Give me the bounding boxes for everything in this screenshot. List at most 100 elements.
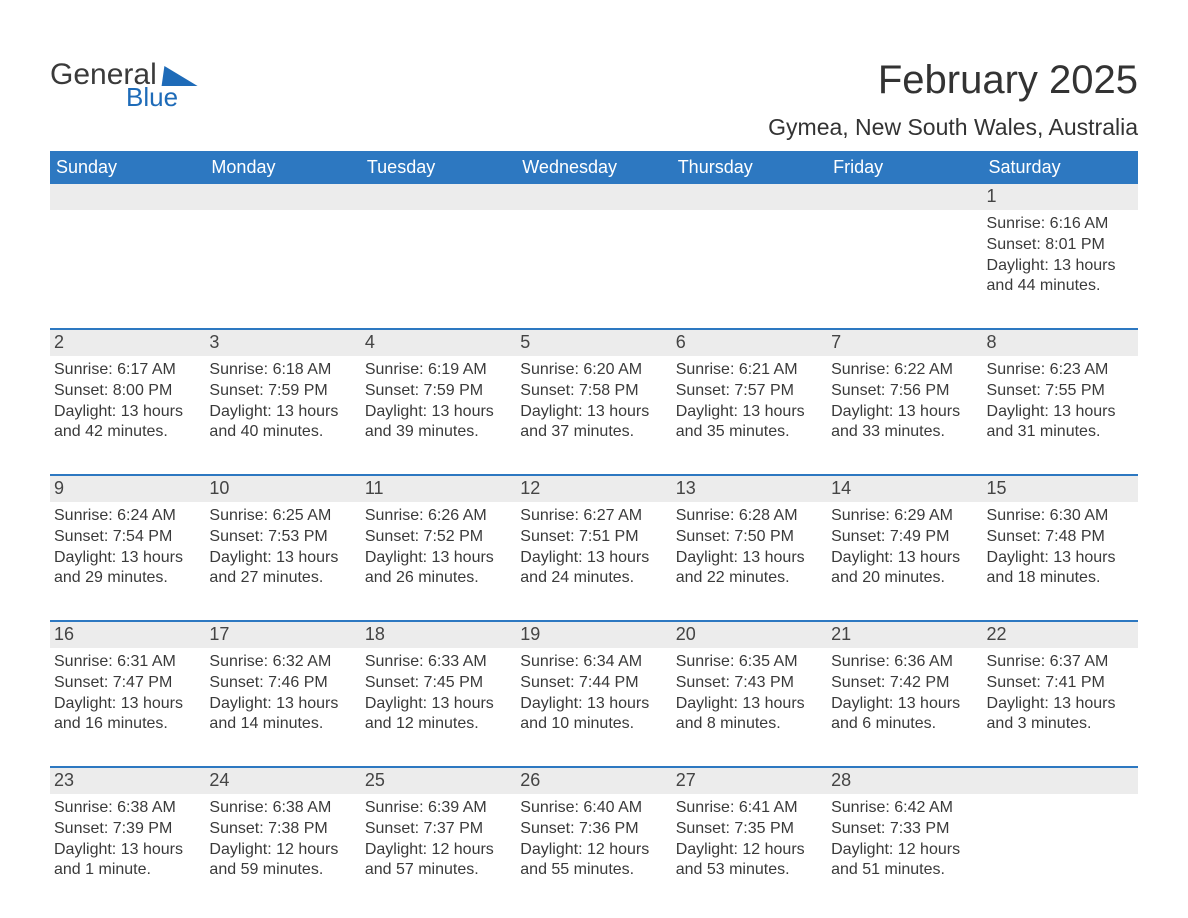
day-body: Sunrise: 6:25 AMSunset: 7:53 PMDaylight:… [205, 502, 360, 620]
day-dl1: Daylight: 13 hours [520, 548, 667, 569]
day-dl2: and 53 minutes. [676, 860, 823, 881]
day-dl2: and 22 minutes. [676, 568, 823, 589]
day-sunrise: Sunrise: 6:36 AM [831, 652, 978, 673]
day-body [205, 210, 360, 328]
day-dl1: Daylight: 13 hours [54, 402, 201, 423]
day-dl1: Daylight: 13 hours [987, 402, 1134, 423]
day-dl2: and 44 minutes. [987, 276, 1134, 297]
day-body: Sunrise: 6:30 AMSunset: 7:48 PMDaylight:… [983, 502, 1138, 620]
day-number: 18 [361, 622, 516, 648]
day-dl1: Daylight: 13 hours [209, 694, 356, 715]
day-sunset: Sunset: 7:59 PM [365, 381, 512, 402]
page: General Blue February 2025 Gymea, New So… [0, 0, 1188, 912]
day-dl2: and 12 minutes. [365, 714, 512, 735]
day-dl1: Daylight: 13 hours [987, 548, 1134, 569]
day-sunset: Sunset: 7:48 PM [987, 527, 1134, 548]
day-dl2: and 55 minutes. [520, 860, 667, 881]
day-dl1: Daylight: 13 hours [831, 548, 978, 569]
day-dl2: and 37 minutes. [520, 422, 667, 443]
day-number: 25 [361, 768, 516, 794]
day-dl1: Daylight: 13 hours [987, 256, 1134, 277]
day-number: 6 [672, 330, 827, 356]
weekday-header: Sunday [50, 151, 205, 184]
day-sunset: Sunset: 7:37 PM [365, 819, 512, 840]
day-number [50, 184, 205, 210]
day-number: 12 [516, 476, 671, 502]
header: General Blue February 2025 Gymea, New So… [50, 48, 1138, 151]
day-body: Sunrise: 6:36 AMSunset: 7:42 PMDaylight:… [827, 648, 982, 766]
day-body: Sunrise: 6:34 AMSunset: 7:44 PMDaylight:… [516, 648, 671, 766]
day-dl2: and 1 minute. [54, 860, 201, 881]
day-sunrise: Sunrise: 6:38 AM [209, 798, 356, 819]
day-dl2: and 26 minutes. [365, 568, 512, 589]
day-number [205, 184, 360, 210]
day-dl2: and 57 minutes. [365, 860, 512, 881]
day-dl1: Daylight: 13 hours [520, 694, 667, 715]
day-dl1: Daylight: 13 hours [831, 694, 978, 715]
day-dl2: and 40 minutes. [209, 422, 356, 443]
day-number [827, 184, 982, 210]
day-body: Sunrise: 6:42 AMSunset: 7:33 PMDaylight:… [827, 794, 982, 912]
day-dl1: Daylight: 13 hours [676, 548, 823, 569]
day-dl1: Daylight: 13 hours [54, 548, 201, 569]
day-dl1: Daylight: 13 hours [54, 840, 201, 861]
day-dl2: and 24 minutes. [520, 568, 667, 589]
location-subtitle: Gymea, New South Wales, Australia [768, 114, 1138, 141]
day-number: 28 [827, 768, 982, 794]
day-dl2: and 51 minutes. [831, 860, 978, 881]
day-body: Sunrise: 6:24 AMSunset: 7:54 PMDaylight:… [50, 502, 205, 620]
day-body: Sunrise: 6:23 AMSunset: 7:55 PMDaylight:… [983, 356, 1138, 474]
day-sunset: Sunset: 7:42 PM [831, 673, 978, 694]
weekday-header-row: Sunday Monday Tuesday Wednesday Thursday… [50, 151, 1138, 184]
day-body: Sunrise: 6:39 AMSunset: 7:37 PMDaylight:… [361, 794, 516, 912]
day-dl1: Daylight: 13 hours [831, 402, 978, 423]
day-dl1: Daylight: 13 hours [987, 694, 1134, 715]
day-sunrise: Sunrise: 6:29 AM [831, 506, 978, 527]
logo-word2: Blue [126, 84, 178, 110]
day-dl2: and 59 minutes. [209, 860, 356, 881]
week-body-row: Sunrise: 6:31 AMSunset: 7:47 PMDaylight:… [50, 648, 1138, 767]
day-sunset: Sunset: 7:54 PM [54, 527, 201, 548]
day-number: 22 [983, 622, 1138, 648]
day-number: 7 [827, 330, 982, 356]
day-body: Sunrise: 6:40 AMSunset: 7:36 PMDaylight:… [516, 794, 671, 912]
day-sunrise: Sunrise: 6:18 AM [209, 360, 356, 381]
day-dl2: and 16 minutes. [54, 714, 201, 735]
day-body [516, 210, 671, 328]
day-dl2: and 18 minutes. [987, 568, 1134, 589]
day-sunset: Sunset: 8:00 PM [54, 381, 201, 402]
day-body: Sunrise: 6:29 AMSunset: 7:49 PMDaylight:… [827, 502, 982, 620]
weekday-header: Tuesday [361, 151, 516, 184]
day-body: Sunrise: 6:38 AMSunset: 7:39 PMDaylight:… [50, 794, 205, 912]
day-body: Sunrise: 6:32 AMSunset: 7:46 PMDaylight:… [205, 648, 360, 766]
week-body-row: Sunrise: 6:24 AMSunset: 7:54 PMDaylight:… [50, 502, 1138, 621]
day-dl1: Daylight: 13 hours [365, 694, 512, 715]
day-sunrise: Sunrise: 6:38 AM [54, 798, 201, 819]
day-sunset: Sunset: 8:01 PM [987, 235, 1134, 256]
weekday-header: Monday [205, 151, 360, 184]
day-sunset: Sunset: 7:33 PM [831, 819, 978, 840]
weekday-header: Thursday [672, 151, 827, 184]
weekday-header: Saturday [983, 151, 1138, 184]
day-sunrise: Sunrise: 6:28 AM [676, 506, 823, 527]
day-number: 1 [983, 184, 1138, 210]
day-dl2: and 20 minutes. [831, 568, 978, 589]
day-body: Sunrise: 6:21 AMSunset: 7:57 PMDaylight:… [672, 356, 827, 474]
week-body-row: Sunrise: 6:38 AMSunset: 7:39 PMDaylight:… [50, 794, 1138, 912]
day-number [361, 184, 516, 210]
day-body: Sunrise: 6:17 AMSunset: 8:00 PMDaylight:… [50, 356, 205, 474]
day-dl1: Daylight: 13 hours [209, 402, 356, 423]
day-body: Sunrise: 6:19 AMSunset: 7:59 PMDaylight:… [361, 356, 516, 474]
day-sunset: Sunset: 7:38 PM [209, 819, 356, 840]
weekday-header: Friday [827, 151, 982, 184]
day-dl2: and 10 minutes. [520, 714, 667, 735]
day-number: 19 [516, 622, 671, 648]
day-dl1: Daylight: 12 hours [520, 840, 667, 861]
day-number: 17 [205, 622, 360, 648]
day-sunrise: Sunrise: 6:17 AM [54, 360, 201, 381]
day-body: Sunrise: 6:37 AMSunset: 7:41 PMDaylight:… [983, 648, 1138, 766]
day-dl1: Daylight: 13 hours [520, 402, 667, 423]
day-sunset: Sunset: 7:41 PM [987, 673, 1134, 694]
day-sunset: Sunset: 7:43 PM [676, 673, 823, 694]
day-sunset: Sunset: 7:49 PM [831, 527, 978, 548]
